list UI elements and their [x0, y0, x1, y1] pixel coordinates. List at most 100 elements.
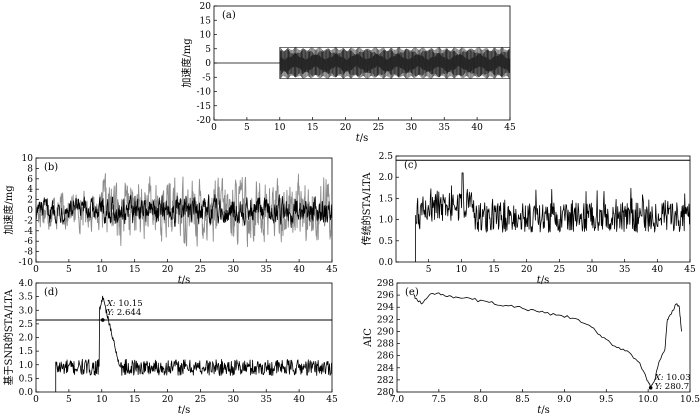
- y-tick-label: 280: [377, 388, 394, 398]
- marker-y-label: Y: 280.7: [655, 382, 689, 392]
- y-tick-label: -10: [19, 258, 34, 268]
- x-tick-label: 35: [438, 123, 450, 133]
- y-tick-label: -5: [202, 73, 211, 83]
- x-tick-label: 0: [211, 123, 217, 133]
- marker-x-label: X: 10.15: [106, 299, 143, 309]
- panel-label: (e): [405, 287, 419, 298]
- y-tick-label: 10: [200, 31, 212, 41]
- y-tick-label: 4: [27, 185, 33, 195]
- y-tick-label: 3.0: [19, 306, 34, 316]
- x-tick-label: 0: [33, 265, 39, 275]
- x-axis-title: t/s: [537, 405, 550, 416]
- x-tick-label: 15: [129, 395, 141, 405]
- x-tick-label: 5: [66, 265, 72, 275]
- plot-area: [413, 292, 683, 389]
- marker-x-label: X: 10.03: [654, 373, 691, 383]
- plot-frame: [395, 155, 691, 263]
- x-axis-title: t/s: [356, 133, 369, 144]
- x-tick-label: 5: [66, 395, 72, 405]
- x-tick-label: 40: [293, 265, 305, 275]
- x-tick-label: 25: [554, 265, 566, 275]
- x-tick-label: 8.5: [515, 395, 530, 405]
- y-tick-label: -10: [197, 88, 212, 98]
- y-tick-label: -20: [197, 116, 212, 126]
- y-tick-label: -15: [197, 102, 212, 112]
- x-axis-title: t/s: [537, 275, 550, 286]
- y-tick-label: 20: [200, 2, 212, 12]
- x-tick-label: 25: [195, 265, 207, 275]
- y-axis-title: 传统的STA/LTA: [360, 172, 373, 246]
- y-axis-title: 基于SNR的STA/LTA: [2, 289, 15, 386]
- plot-area: [214, 47, 510, 79]
- y-tick-label: 3.5: [19, 293, 34, 303]
- x-tick-label: 20: [162, 395, 174, 405]
- x-tick-label: 35: [619, 265, 631, 275]
- x-tick-label: 30: [586, 265, 598, 275]
- x-tick-label: 40: [293, 395, 305, 405]
- y-tick-label: 1.0: [379, 216, 394, 226]
- y-tick-label: 286: [377, 352, 394, 362]
- x-tick-label: 10.5: [680, 395, 700, 405]
- y-tick-label: 292: [377, 315, 394, 325]
- y-tick-label: 0: [27, 206, 33, 216]
- y-tick-label: 282: [377, 376, 394, 386]
- y-tick-label: -8: [24, 248, 33, 258]
- x-tick-label: 45: [326, 395, 338, 405]
- panel-label: (d): [44, 287, 58, 298]
- y-tick-label: 10: [22, 154, 34, 164]
- y-tick-label: 0.5: [379, 237, 394, 247]
- x-tick-label: 20: [340, 123, 352, 133]
- marker-point: [100, 318, 105, 322]
- panel-label: (b): [44, 162, 58, 173]
- x-tick-label: 9.5: [599, 395, 614, 405]
- y-tick-label: 15: [200, 16, 212, 26]
- y-axis-title: 加速度/mg: [2, 185, 15, 235]
- panel-d: 0 5 10 15 20 25 30 35 40 45 0.0 0.5 1.0 1.5 2.0 2.5 3.0 3…: [2, 279, 338, 416]
- panel-label: (c): [404, 160, 418, 171]
- y-tick-label: -4: [24, 227, 33, 237]
- y-tick-label: 298: [377, 279, 394, 289]
- y-tick-label: 284: [377, 364, 394, 374]
- y-tick-label: 0.5: [19, 374, 34, 384]
- y-tick-label: -2: [24, 216, 33, 226]
- y-tick-label: -6: [24, 237, 33, 247]
- x-tick-label: 40: [471, 123, 483, 133]
- x-tick-label: 20: [521, 265, 533, 275]
- y-tick-label: 2.5: [379, 152, 394, 162]
- x-tick-label: 10: [456, 265, 468, 275]
- panel-e: 7.0 7.5 8.0 8.5 9.0 9.5 10.0 10.5 280 282 284 286 28…: [363, 279, 700, 416]
- y-tick-label: 0.0: [379, 258, 394, 268]
- x-tick-label: 35: [260, 395, 272, 405]
- x-tick-label: 45: [504, 123, 516, 133]
- y-axis-title: AIC: [363, 328, 374, 348]
- x-tick-label: 30: [406, 123, 418, 133]
- noise-series-0: [36, 173, 332, 248]
- snr-sta-lta-trace: [55, 295, 332, 392]
- x-tick-label: 30: [228, 395, 240, 405]
- panel-label: (a): [222, 10, 236, 21]
- plot-area: [396, 159, 690, 262]
- y-axis-title: 加速度/mg: [180, 38, 193, 88]
- x-tick-label: 8.0: [474, 395, 489, 405]
- x-tick-label: 20: [162, 265, 174, 275]
- marker-y-label: Y: 2.644: [107, 308, 141, 318]
- x-tick-label: 15: [307, 123, 319, 133]
- x-tick-label: 30: [228, 265, 240, 275]
- y-tick-label: 5: [205, 45, 211, 55]
- y-tick-label: 1.5: [379, 194, 394, 204]
- x-tick-label: 45: [684, 265, 696, 275]
- y-tick-label: 294: [377, 303, 394, 313]
- y-tick-label: 6: [27, 175, 33, 185]
- x-tick-label: 10: [96, 265, 108, 275]
- y-tick-label: 1.0: [19, 361, 34, 371]
- x-tick-label: 35: [260, 265, 272, 275]
- x-tick-label: 10: [274, 123, 286, 133]
- aic-curve: [413, 292, 683, 389]
- x-tick-label: 7.5: [432, 395, 447, 405]
- x-axis-title: t/s: [178, 405, 191, 416]
- plot-area: [36, 295, 332, 392]
- x-tick-label: 10.0: [638, 395, 658, 405]
- y-tick-label: 4.0: [19, 279, 34, 289]
- x-tick-label: 25: [195, 395, 207, 405]
